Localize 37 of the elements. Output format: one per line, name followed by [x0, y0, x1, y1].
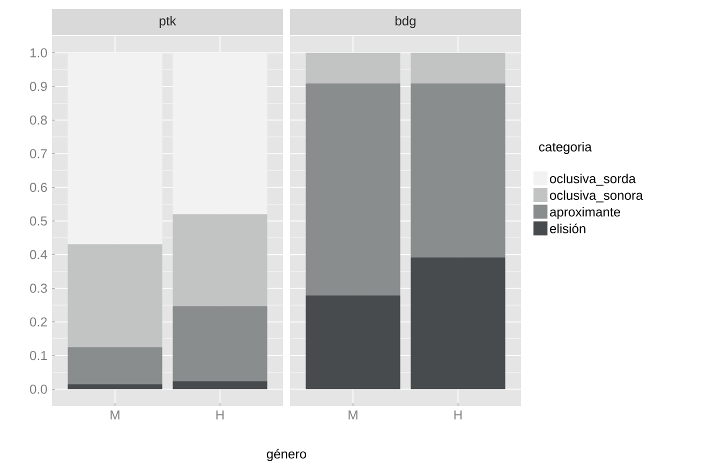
- legend-label: aproximante: [550, 207, 620, 220]
- y-tick-label: 0.5: [30, 216, 47, 226]
- x-tick-label: H: [216, 410, 224, 420]
- bar: [172, 214, 268, 306]
- bar: [306, 83, 400, 296]
- y-tick-label: 0.4: [30, 250, 48, 260]
- y-tick-label: 0.1: [30, 350, 47, 360]
- x-tick-label: M: [110, 410, 120, 420]
- bar: [172, 381, 268, 390]
- bar: [306, 52, 400, 84]
- y-tick-label: 0.6: [30, 182, 47, 192]
- chart-title: ptk: [160, 16, 176, 28]
- bar: [68, 244, 162, 348]
- legend-label: elisión: [550, 224, 586, 234]
- chart-title: bdg: [396, 16, 416, 28]
- bar: [410, 257, 506, 390]
- legend-label: oclusiva_sonora: [550, 190, 643, 202]
- bar: [172, 306, 268, 382]
- x-axis-title: género: [266, 448, 306, 462]
- bar: [68, 384, 162, 390]
- bar: [68, 52, 162, 244]
- bar: [410, 83, 506, 258]
- bar: [172, 52, 268, 214]
- y-tick-label: 0.9: [30, 82, 47, 92]
- legend-title: categoria: [539, 142, 592, 154]
- x-tick-label: M: [348, 410, 358, 420]
- y-tick-label: 0.8: [30, 116, 47, 125]
- legend-label: oclusiva_sorda: [550, 174, 636, 186]
- y-tick-label: 0.3: [30, 284, 47, 293]
- bar: [410, 52, 506, 84]
- y-tick-label: 0.2: [30, 317, 47, 326]
- x-tick-label: H: [454, 410, 462, 420]
- bar: [68, 347, 162, 384]
- bar: [306, 295, 400, 390]
- y-tick-label: 0.0: [30, 384, 47, 394]
- y-tick-label: 1.0: [30, 48, 47, 58]
- y-tick-label: 0.7: [30, 149, 47, 158]
